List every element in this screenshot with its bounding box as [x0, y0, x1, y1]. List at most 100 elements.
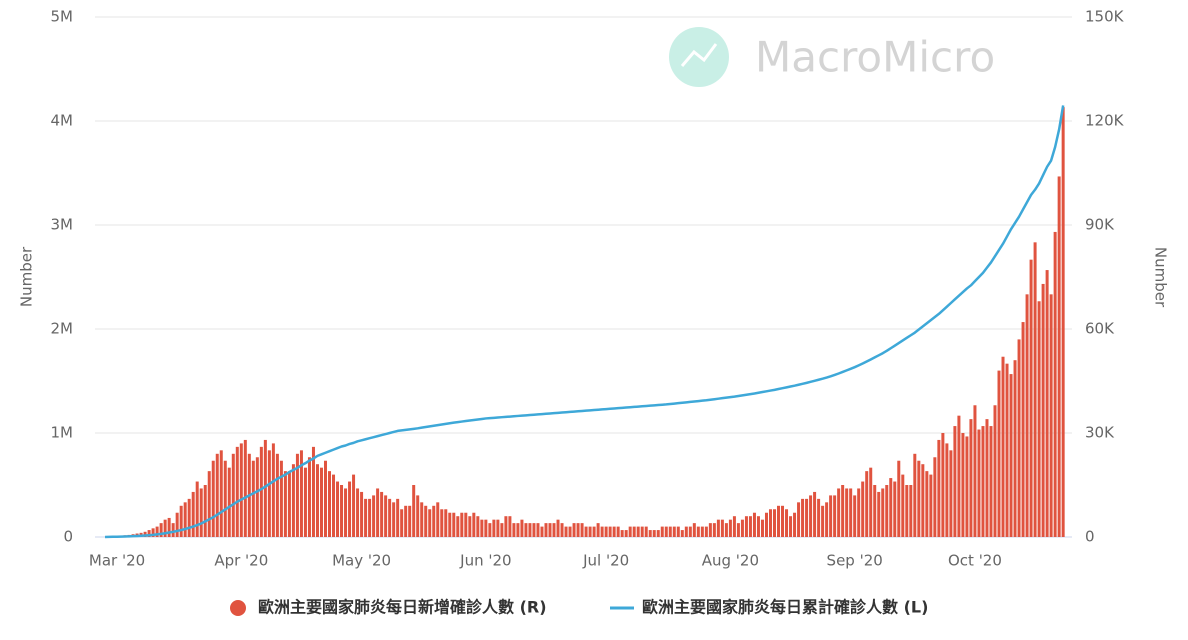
bar	[299, 450, 303, 537]
bar	[420, 502, 424, 537]
y-tick-label: 0	[63, 528, 73, 546]
bar	[688, 526, 692, 537]
bar	[773, 509, 777, 537]
bar	[476, 516, 480, 537]
bar	[825, 502, 829, 537]
bar	[640, 526, 644, 537]
bar	[973, 405, 977, 537]
bar	[171, 523, 175, 537]
bar	[885, 485, 889, 537]
legend-marker	[230, 600, 246, 616]
bar	[905, 485, 909, 537]
y-tick-label: 2M	[51, 320, 74, 338]
bar	[985, 419, 989, 537]
bar	[1017, 339, 1021, 537]
bar	[307, 457, 311, 537]
x-tick-label: Mar '20	[89, 552, 145, 570]
bar	[612, 526, 616, 537]
bar	[740, 519, 744, 537]
bar	[680, 530, 684, 537]
bar	[231, 453, 235, 537]
bar	[275, 453, 279, 537]
bar	[380, 491, 384, 537]
bar	[291, 464, 295, 537]
bar	[376, 488, 380, 537]
bar	[480, 519, 484, 537]
bar	[744, 516, 748, 537]
bar	[1009, 374, 1013, 537]
bar	[199, 488, 203, 537]
bar	[716, 519, 720, 537]
bar	[388, 498, 392, 537]
bar	[881, 488, 885, 537]
bar	[756, 516, 760, 537]
bar	[568, 526, 572, 537]
bar	[520, 519, 524, 537]
bar	[829, 495, 833, 537]
bar	[901, 474, 905, 537]
bar	[660, 526, 664, 537]
y2-tick-label: 150K	[1085, 8, 1125, 26]
bar	[512, 523, 516, 537]
bar	[720, 519, 724, 537]
bar	[1001, 356, 1005, 537]
bar	[1005, 363, 1009, 537]
bar	[484, 519, 488, 537]
bar	[692, 523, 696, 537]
legend-label: 歐洲主要國家肺炎每日累計確診人數 (L)	[642, 598, 928, 617]
bar	[993, 405, 997, 537]
bar	[572, 523, 576, 537]
x-tick-label: Sep '20	[827, 552, 883, 570]
x-tick-label: Oct '20	[948, 552, 1002, 570]
bar	[684, 526, 688, 537]
bar	[564, 526, 568, 537]
bar	[488, 523, 492, 537]
y-tick-label: 4M	[51, 112, 74, 130]
bar	[1021, 322, 1025, 537]
bar	[344, 488, 348, 537]
bar	[636, 526, 640, 537]
bar	[492, 519, 496, 537]
bar	[736, 523, 740, 537]
bar	[436, 502, 440, 537]
bar	[556, 519, 560, 537]
x-tick-label: Aug '20	[702, 552, 759, 570]
bar	[239, 443, 243, 537]
bar	[997, 370, 1001, 537]
bar	[700, 526, 704, 537]
bar	[817, 498, 821, 537]
bar	[440, 509, 444, 537]
x-tick-label: Apr '20	[214, 552, 268, 570]
bar	[336, 481, 340, 537]
bar	[837, 488, 841, 537]
bar	[235, 446, 239, 537]
bar	[287, 471, 291, 537]
bar	[1045, 270, 1049, 537]
bar	[913, 453, 917, 537]
bar	[608, 526, 612, 537]
bar	[400, 509, 404, 537]
line	[104, 105, 1065, 539]
bar	[311, 446, 315, 537]
bar	[496, 519, 500, 537]
bar	[696, 526, 700, 537]
bar	[219, 450, 223, 537]
bar	[724, 523, 728, 537]
bar	[732, 516, 736, 537]
bar	[528, 523, 532, 537]
bar	[243, 439, 247, 537]
bar	[536, 523, 540, 537]
bar	[777, 505, 781, 537]
legend-label: 歐洲主要國家肺炎每日新增確診人數 (R)	[258, 598, 547, 617]
bar	[412, 485, 416, 537]
bar	[861, 481, 865, 537]
bar	[676, 526, 680, 537]
bar	[1033, 242, 1037, 538]
bar	[179, 505, 183, 537]
bar	[600, 526, 604, 537]
bar	[255, 457, 259, 537]
bar	[384, 495, 388, 537]
bar	[1057, 176, 1061, 537]
bar	[845, 488, 849, 537]
bar	[764, 512, 768, 537]
